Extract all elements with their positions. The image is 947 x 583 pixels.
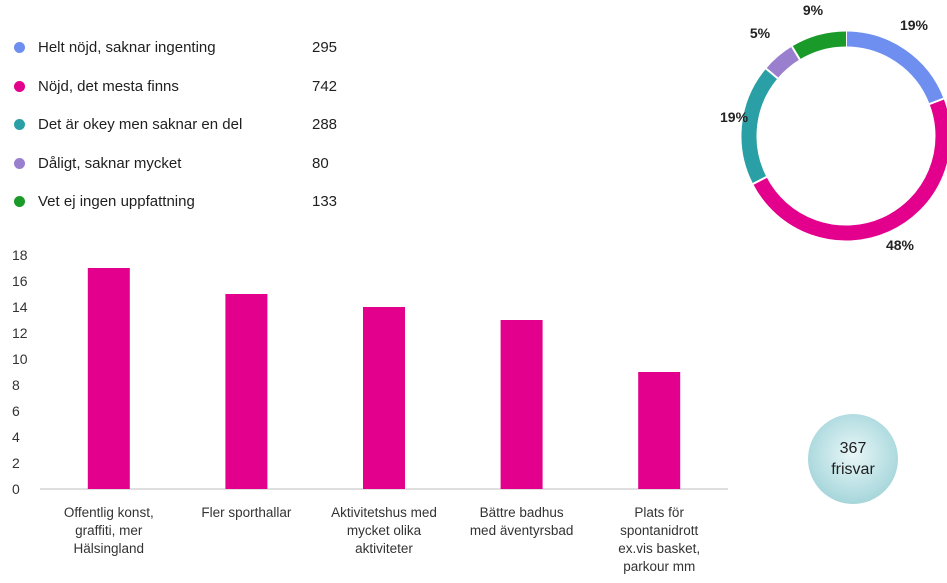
donut-data-label: 9%: [803, 2, 824, 18]
donut-slice: [845, 31, 944, 105]
x-tick-label: parkour mm: [623, 559, 695, 574]
y-tick-label: 12: [12, 325, 28, 341]
bar: [87, 268, 130, 489]
x-tick-label: mycket olika: [347, 523, 422, 538]
bar: [363, 307, 405, 489]
y-tick-label: 10: [12, 351, 28, 367]
donut-chart: 19% 48% 19% 5% 9%: [720, 2, 947, 253]
donut-slice: [741, 68, 778, 184]
y-tick-label: 16: [12, 273, 28, 289]
bar: [225, 294, 268, 489]
legend-count: 80: [312, 154, 329, 172]
donut-data-label: 19%: [720, 109, 749, 125]
x-tick-label: Aktivitetshus med: [331, 505, 437, 520]
x-tick-label: graffiti, mer: [75, 523, 143, 538]
x-tick-label: spontanidrott: [620, 523, 698, 538]
x-tick-label: aktiviteter: [355, 541, 413, 556]
bar: [638, 372, 681, 489]
y-tick-label: 4: [12, 429, 20, 445]
x-tick-label: Plats för: [634, 505, 684, 520]
legend-count: 288: [312, 116, 338, 133]
legend-marker: [14, 80, 25, 92]
x-tick-label: Offentlig konst,: [64, 505, 154, 520]
legend-marker: [14, 157, 25, 169]
y-tick-label: 8: [12, 377, 20, 393]
bar-chart: 0 2 4 6 8 10 12 14 16 18 Offentlig konst, graffiti,…: [12, 247, 728, 574]
x-tick-label: med äventyrsbad: [470, 523, 574, 538]
legend-marker: [14, 196, 25, 207]
y-tick-label: 14: [12, 299, 28, 315]
free-answers-label: frisvar: [831, 461, 875, 478]
x-tick-label: Fler sporthallar: [201, 505, 292, 520]
donut-slice: [791, 31, 847, 60]
legend-label: Helt nöjd, saknar ingenting: [38, 39, 216, 56]
x-tick-label: Hälsingland: [74, 541, 145, 556]
donut-data-label: 19%: [900, 17, 929, 33]
bar: [500, 320, 543, 489]
donut-separator: [922, 96, 947, 108]
donut-data-label: 48%: [886, 237, 915, 253]
legend-item: Vet ej ingen uppfattning 133: [0, 192, 360, 212]
x-tick-label: Bättre badhus: [480, 505, 564, 520]
y-tick-label: 2: [12, 455, 20, 471]
donut-separator: [759, 63, 784, 84]
legend-label: Vet ej ingen uppfattning: [38, 193, 195, 210]
legend-marker: [14, 119, 25, 130]
legend-item: Dåligt, saknar mycket 80: [0, 154, 360, 174]
legend-item: Helt nöjd, saknar ingenting 295: [0, 38, 360, 58]
donut-slice: [766, 46, 800, 79]
donut-data-label: 5%: [750, 25, 771, 41]
legend-count: 133: [312, 193, 338, 210]
legend-count: 742: [312, 77, 338, 95]
legend-label: Det är okey men saknar en del: [38, 116, 243, 133]
y-tick-label: 0: [12, 481, 20, 497]
x-tick-label: ex.vis basket,: [618, 541, 700, 556]
donut-separator: [745, 172, 774, 189]
donut-slice: [753, 98, 947, 241]
legend-label: Dåligt, saknar mycket: [38, 154, 182, 172]
legend-label: Nöjd, det mesta finns: [38, 77, 179, 95]
legend-item: Det är okey men saknar en del 288: [0, 115, 360, 135]
y-tick-label: 6: [12, 403, 20, 419]
legend-count: 295: [312, 39, 338, 56]
legend-item: Nöjd, det mesta finns 742: [0, 77, 360, 97]
free-answers-count: 367: [839, 440, 867, 457]
y-tick-label: 18: [12, 247, 28, 263]
legend-marker: [14, 42, 25, 53]
free-answers-badge: 367 frisvar: [808, 414, 898, 504]
donut-separator: [787, 39, 805, 67]
